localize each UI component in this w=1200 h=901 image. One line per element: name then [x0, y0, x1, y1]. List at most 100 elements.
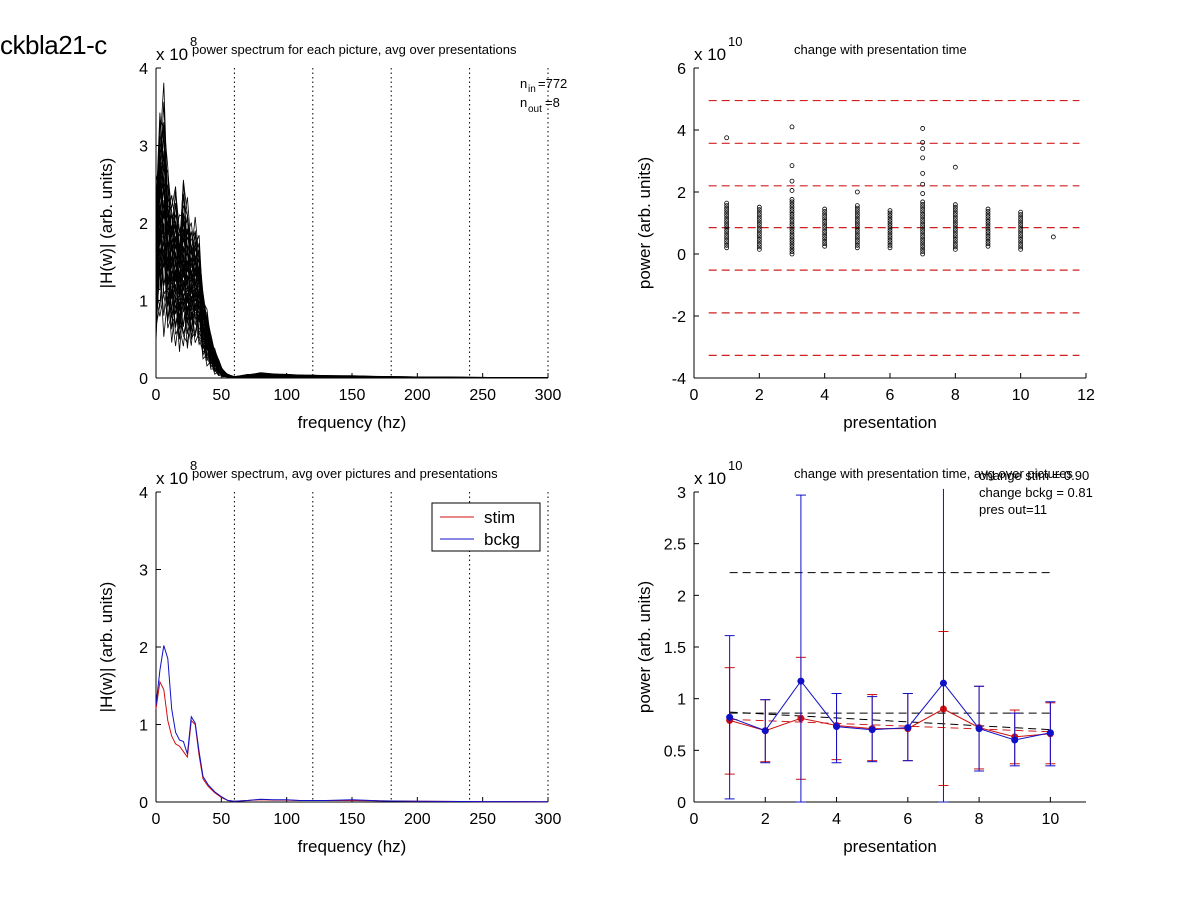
y-tick-label: 0: [139, 371, 148, 388]
spectrum-line: [155, 130, 549, 379]
data-point: [822, 219, 828, 224]
x-tick-label: 150: [339, 387, 366, 404]
data-point: [854, 218, 860, 223]
panel-title: power spectrum, avg over pictures and pr…: [192, 466, 498, 481]
y-tick-label: 1: [677, 692, 686, 709]
series-marker-bckg: [797, 677, 805, 685]
reference-line: [729, 711, 1051, 731]
summary-annotation: pres out=11: [979, 502, 1047, 517]
y-tick-label: 3: [677, 485, 686, 502]
x-tick-label: 12: [1077, 387, 1095, 404]
data-point: [1018, 239, 1024, 245]
data-point: [920, 226, 926, 232]
data-point: [854, 215, 860, 221]
data-point: [854, 245, 860, 251]
data-point: [887, 213, 893, 218]
data-point: [985, 233, 991, 239]
data-point: [854, 242, 860, 248]
data-point: [920, 199, 926, 205]
spectrum-line: [155, 166, 549, 379]
data-point: [920, 204, 926, 210]
data-point: [854, 240, 860, 246]
x-axis-label: frequency (hz): [298, 413, 407, 432]
x-tick-label: 10: [1012, 387, 1030, 404]
data-point: [920, 214, 926, 220]
data-point: [756, 222, 762, 227]
data-point: [920, 231, 926, 237]
data-point: [952, 224, 958, 230]
data-point: [887, 230, 893, 236]
data-point: [920, 229, 926, 235]
data-point: [887, 220, 893, 226]
data-point: [854, 223, 860, 228]
data-point: [887, 208, 893, 214]
y-tick-label: 2: [677, 185, 686, 202]
outlier-point: [952, 164, 958, 170]
data-point: [985, 226, 991, 232]
data-point: [920, 246, 926, 252]
series-line-bckg: [155, 645, 549, 803]
axis-multiplier: x 10: [156, 469, 188, 488]
panel-change-presentation-time: 0 2 4 6 8 10 12 -4 -2 0 2 4 6 presentation power (arb.…: [635, 34, 1095, 432]
data-point: [1050, 234, 1056, 240]
data-point: [822, 236, 828, 242]
data-point: [789, 251, 795, 257]
data-point: [920, 236, 926, 242]
data-point: [920, 221, 926, 227]
data-point: [920, 211, 926, 217]
data-point: [1018, 234, 1024, 240]
legend-box: [431, 502, 541, 552]
data-point: [789, 244, 795, 249]
data-point: [985, 216, 991, 222]
data-point: [724, 200, 730, 206]
data-point: [952, 219, 958, 225]
data-point: [854, 225, 860, 231]
series-marker-bckg: [904, 724, 912, 732]
data-point: [985, 228, 991, 234]
axis-multiplier: x 10: [694, 45, 726, 64]
spectrum-line: [155, 176, 548, 379]
data-point: [887, 242, 893, 248]
data-point: [952, 246, 958, 252]
data-point: [985, 206, 991, 212]
data-point: [854, 235, 860, 241]
series-marker-bckg: [1011, 736, 1019, 744]
data-point: [952, 229, 958, 235]
y-tick-label: 3: [139, 563, 148, 580]
spectrum-line: [155, 122, 549, 379]
spectrum-line: [155, 119, 549, 379]
data-point: [789, 199, 795, 205]
reference-line: [729, 718, 1051, 733]
data-point: [887, 218, 893, 223]
outlier-point: [920, 146, 926, 152]
data-point: [789, 216, 795, 222]
x-tick-label: 2: [755, 387, 764, 404]
x-tick-label: 2: [761, 811, 770, 828]
data-point: [724, 228, 730, 233]
data-point: [724, 218, 730, 223]
data-point: [789, 209, 795, 215]
x-tick-label: 0: [690, 811, 699, 828]
data-point: [952, 212, 958, 218]
data-point: [756, 227, 762, 232]
data-point: [822, 228, 828, 234]
outlier-point: [789, 163, 795, 169]
data-point: [952, 217, 958, 222]
data-point: [724, 240, 730, 246]
data-point: [789, 224, 795, 230]
y-axis-label: |H(w)| (arb. units): [97, 582, 116, 713]
spectrum-line: [155, 161, 549, 379]
x-tick-label: 4: [820, 387, 829, 404]
legend-label-bckg: bckg: [484, 530, 520, 549]
data-point: [854, 213, 860, 218]
data-point: [789, 246, 795, 252]
spectrum-line: [155, 127, 549, 379]
y-tick-label: 0.5: [664, 743, 686, 760]
data-point: [887, 215, 893, 221]
data-point: [724, 230, 730, 236]
data-point: [1018, 217, 1024, 222]
x-tick-label: 8: [975, 811, 984, 828]
data-point: [822, 224, 828, 229]
x-tick-label: 4: [832, 811, 841, 828]
